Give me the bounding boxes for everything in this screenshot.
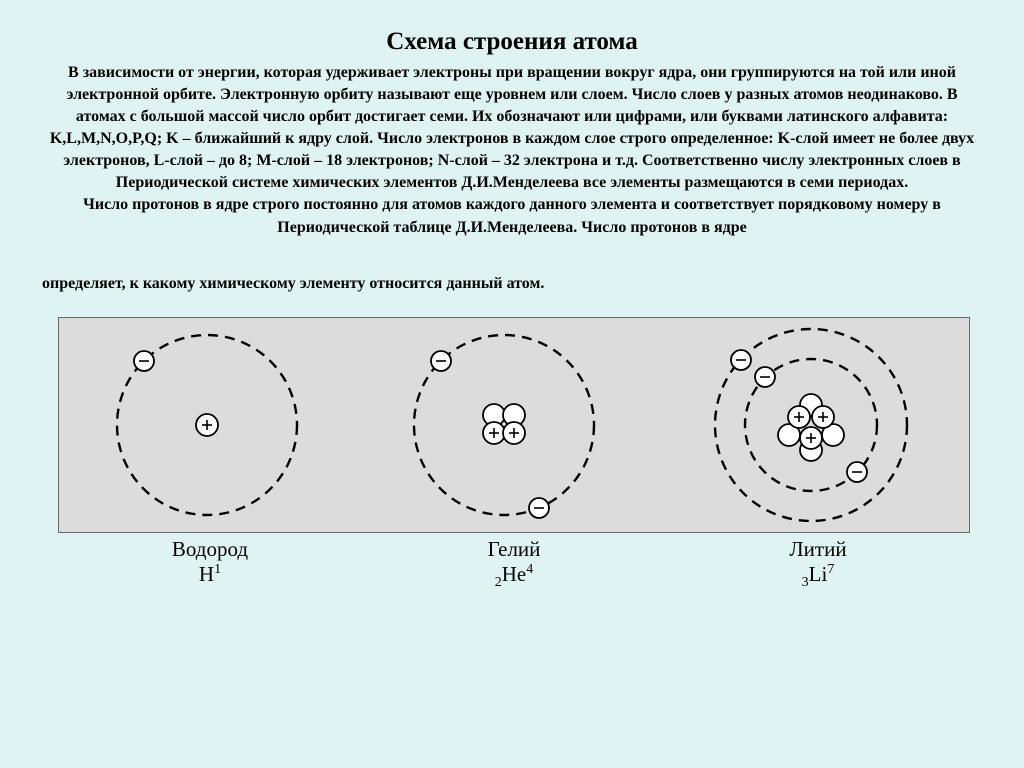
atom-label-helium: Гелий2He4 — [384, 537, 644, 592]
atom-label-hydrogen: ВодородH1 — [80, 537, 340, 592]
page: Схема строения атома В зависимости от эн… — [0, 0, 1024, 592]
paragraph-1: В зависимости от энергии, которая удержи… — [42, 62, 982, 194]
figure-background — [58, 317, 970, 533]
figure: ВодородH1 Гелий2He4 Литий3Li7 — [58, 317, 966, 592]
atom-hydrogen — [87, 320, 327, 530]
figure-labels-row: ВодородH1 Гелий2He4 Литий3Li7 — [58, 537, 970, 592]
paragraph-3: определяет, к какому химическому элемент… — [42, 273, 982, 295]
paragraph-2: Число протонов в ядре строго постоянно д… — [42, 194, 982, 238]
atom-helium — [384, 320, 624, 530]
atom-lithium — [681, 320, 941, 530]
page-title: Схема строения атома — [42, 28, 982, 56]
atom-label-lithium: Литий3Li7 — [688, 537, 948, 592]
